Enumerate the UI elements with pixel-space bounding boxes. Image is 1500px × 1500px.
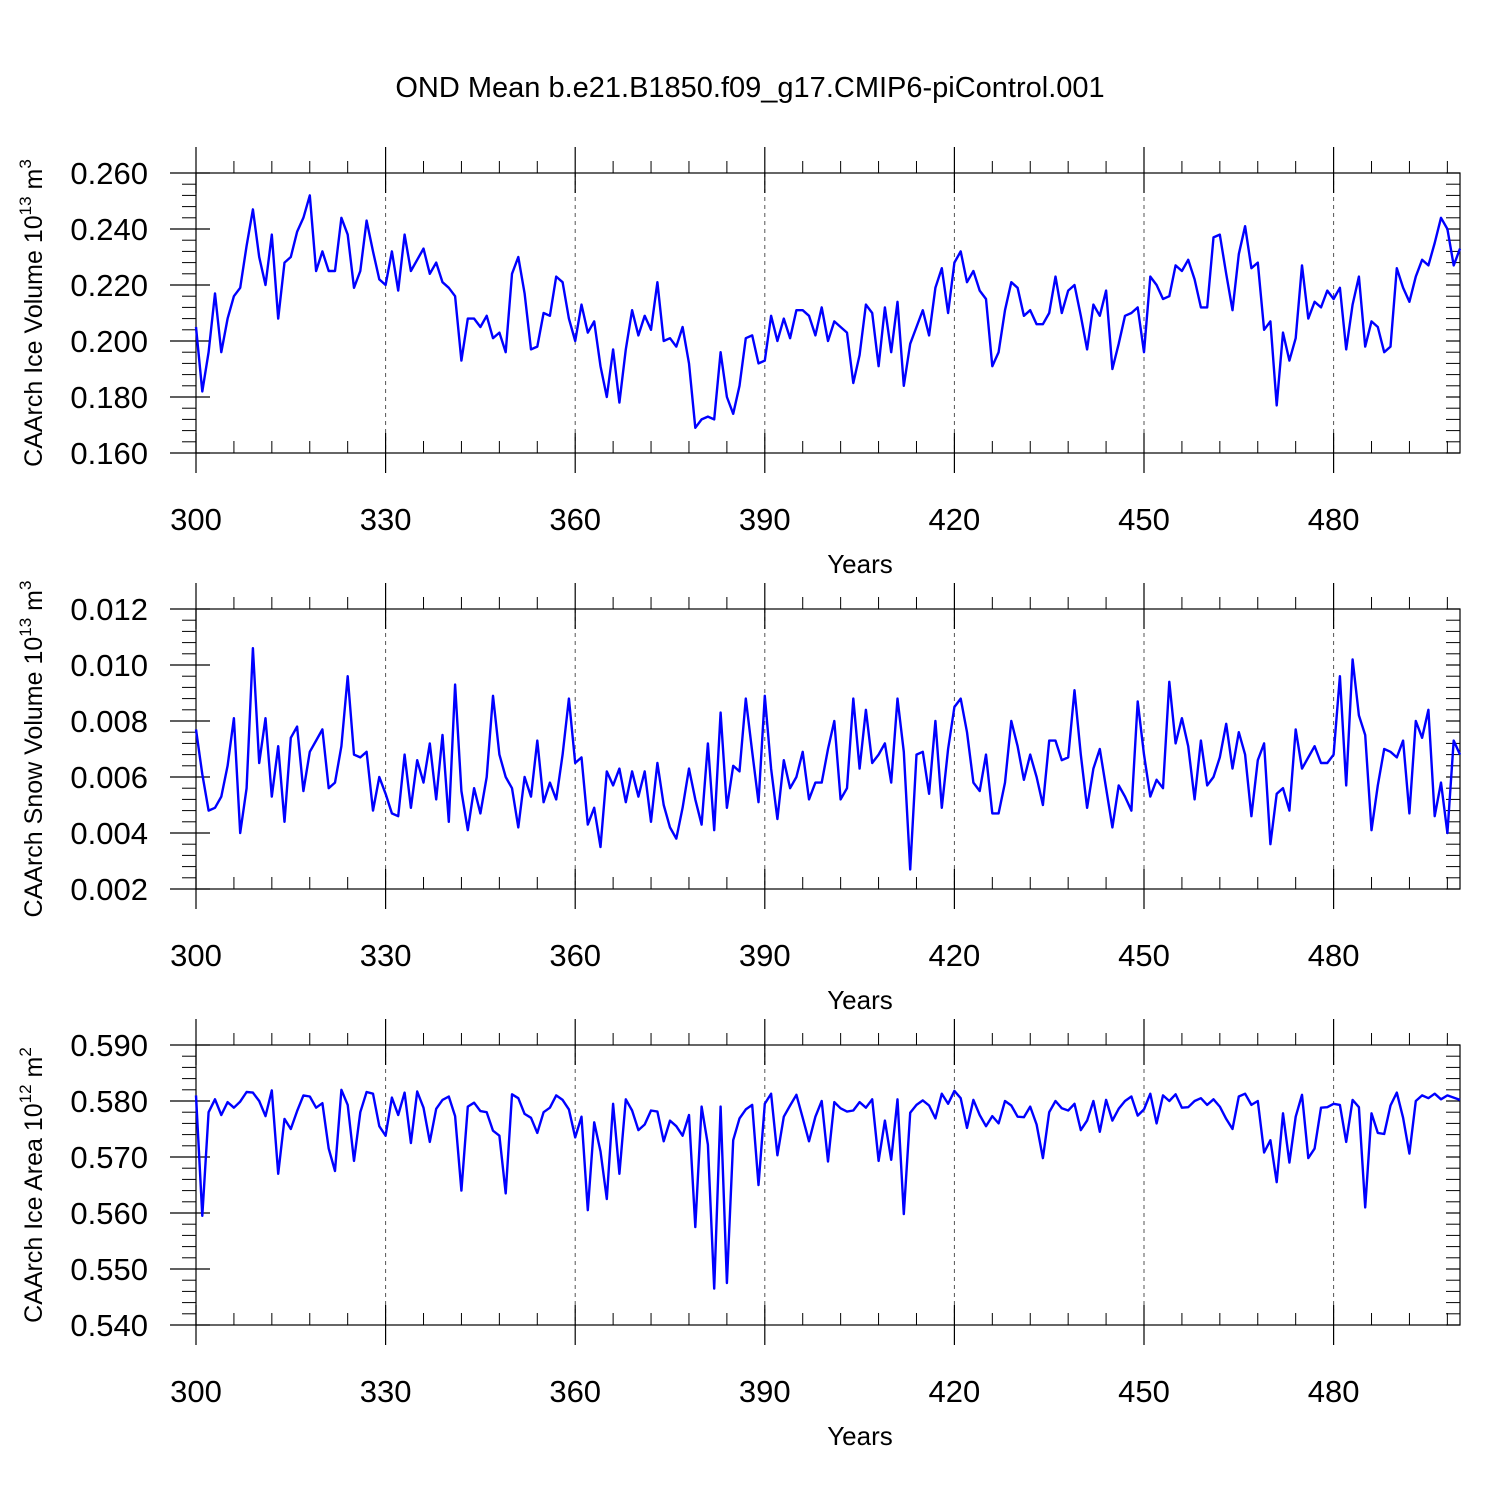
plot-frame: [195, 172, 1461, 454]
x-tick-label: 390: [739, 1374, 791, 1409]
y-axis-title: CAArch Snow Volume 1013 m3: [16, 581, 48, 918]
y-tick-label: 0.260: [70, 156, 148, 191]
x-tick-label: 480: [1308, 502, 1360, 537]
y-tick-label: 0.540: [70, 1308, 148, 1343]
y-axis-title: CAArch Ice Area 1012 m2: [16, 1047, 48, 1323]
panel-2: 300 330 360 390 420 450 480 0.002 0.004 0.006 0.00…: [16, 581, 1462, 1015]
y-tick-label: 0.008: [70, 704, 148, 739]
y-tick-label: 0.570: [70, 1140, 148, 1175]
x-tick-label: 390: [739, 938, 791, 973]
x-axis-title: Years: [827, 985, 893, 1015]
series-line: [194, 194, 1462, 429]
y-tick-label: 0.160: [70, 436, 148, 471]
y-tick-label: 0.220: [70, 268, 148, 303]
y-tick-label: 0.560: [70, 1196, 148, 1231]
x-tick-label: 330: [360, 938, 412, 973]
x-tick-label: 360: [549, 938, 601, 973]
x-tick-label: 360: [549, 502, 601, 537]
y-tick-label: 0.550: [70, 1252, 148, 1287]
y-tick-label: 0.580: [70, 1084, 148, 1119]
x-axis-title: Years: [827, 549, 893, 579]
y-tick-label: 0.010: [70, 648, 148, 683]
x-tick-label: 330: [360, 502, 412, 537]
x-tick-label: 480: [1308, 1374, 1360, 1409]
plot-frame: [195, 608, 1461, 890]
plot-frame: [195, 1044, 1461, 1326]
y-tick-label: 0.004: [70, 816, 148, 851]
x-tick-label: 450: [1118, 1374, 1170, 1409]
y-tick-label: 0.180: [70, 380, 148, 415]
y-tick-label: 0.590: [70, 1028, 148, 1063]
y-tick-label: 0.006: [70, 760, 148, 795]
x-tick-label: 450: [1118, 502, 1170, 537]
x-tick-label: 300: [170, 938, 222, 973]
x-tick-label: 420: [929, 502, 981, 537]
x-tick-label: 360: [549, 1374, 601, 1409]
x-tick-label: 450: [1118, 938, 1170, 973]
series-line: [194, 647, 1462, 871]
x-tick-label: 300: [170, 502, 222, 537]
series-line: [194, 1088, 1461, 1290]
x-axis-title: Years: [827, 1421, 893, 1451]
y-tick-label: 0.200: [70, 324, 148, 359]
y-tick-label: 0.240: [70, 212, 148, 247]
page-title: OND Mean b.e21.B1850.f09_g17.CMIP6-piCon…: [395, 72, 1105, 104]
x-tick-label: 330: [360, 1374, 412, 1409]
x-tick-label: 300: [170, 1374, 222, 1409]
y-axis-title: CAArch Ice Volume 1013 m3: [16, 159, 48, 467]
x-tick-label: 420: [929, 938, 981, 973]
panel-3: 300 330 360 390 420 450 480 0.540 0.550 0.560 0.57…: [16, 1019, 1461, 1451]
x-tick-label: 480: [1308, 938, 1360, 973]
x-tick-label: 420: [929, 1374, 981, 1409]
panel-1: 300 330 360 390 420 450 480 0.160 0.180 0.200 0.22…: [16, 147, 1462, 579]
x-tick-label: 390: [739, 502, 791, 537]
y-tick-label: 0.012: [70, 592, 148, 627]
y-tick-label: 0.002: [70, 872, 148, 907]
